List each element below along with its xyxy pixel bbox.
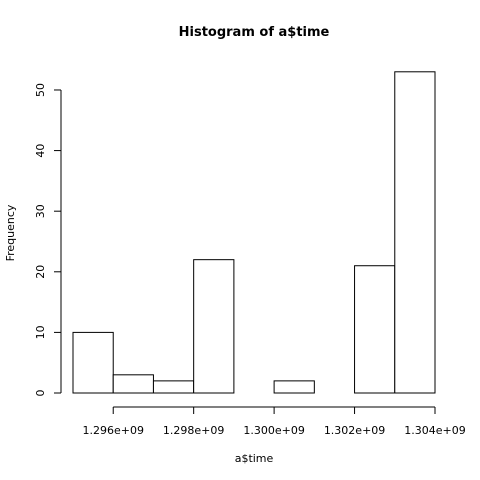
y-tick-label: 40 (34, 144, 47, 158)
bar (394, 71, 436, 394)
x-axis-label: a$time (235, 452, 274, 465)
bar (193, 259, 235, 394)
y-tick-label: 50 (34, 83, 47, 97)
bar (273, 380, 315, 394)
x-tick-label: 1.300e+09 (243, 424, 304, 437)
x-tick-label: 1.298e+09 (163, 424, 224, 437)
bar (112, 374, 154, 394)
bar (152, 380, 195, 394)
chart-title: Histogram of a$time (179, 25, 330, 40)
x-tick-label: 1.302e+09 (324, 424, 385, 437)
x-tick-label: 1.304e+09 (404, 424, 465, 437)
bar (354, 265, 396, 394)
x-tick-label: 1.296e+09 (82, 424, 143, 437)
y-tick-label: 0 (34, 390, 47, 397)
bar (72, 331, 114, 394)
y-tick-label: 30 (34, 204, 47, 218)
y-axis-label: Frequency (4, 204, 17, 261)
y-tick-label: 20 (34, 265, 47, 279)
y-tick-label: 10 (34, 325, 47, 339)
